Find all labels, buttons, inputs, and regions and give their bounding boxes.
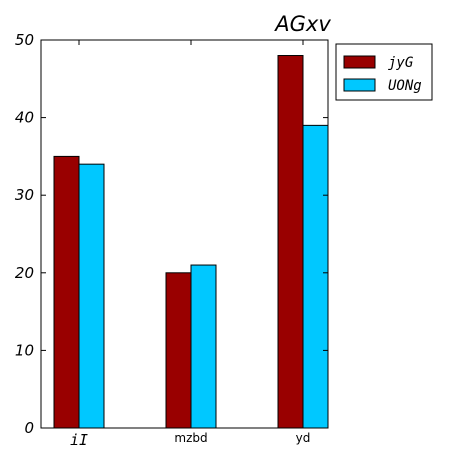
- plot-frame: [40, 39, 329, 429]
- legend-swatch-UONg: [343, 78, 376, 92]
- x-tick-label: yd: [296, 431, 311, 445]
- plot-area: 0 10 20 30 40 50 iI mzbd yd: [15, 31, 329, 449]
- y-tick-label: 10: [15, 341, 34, 359]
- y-tick-label: 20: [15, 264, 34, 282]
- y-tick-label: 40: [15, 109, 34, 127]
- legend: jyG UONg: [335, 43, 433, 101]
- y-tick-label: 50: [15, 31, 34, 49]
- bar-jyG-mzbd: [165, 272, 192, 429]
- bar-jyG-yd: [277, 55, 304, 429]
- x-tick-label: iI: [70, 431, 88, 449]
- legend-label-UONg: UONg: [388, 78, 422, 94]
- legend-swatch-jyG: [343, 55, 376, 69]
- bar-UONg-yd: [302, 124, 329, 429]
- y-tick-label: 30: [15, 186, 34, 204]
- x-tick-label: mzbd: [174, 431, 207, 445]
- chart-title: AGxv: [273, 12, 331, 36]
- bar-UONg-iI: [78, 163, 105, 429]
- y-tick-label: 0: [24, 419, 34, 437]
- bar-jyG-iI: [53, 155, 80, 429]
- legend-label-jyG: jyG: [388, 55, 414, 71]
- bar-UONg-mzbd: [190, 264, 217, 429]
